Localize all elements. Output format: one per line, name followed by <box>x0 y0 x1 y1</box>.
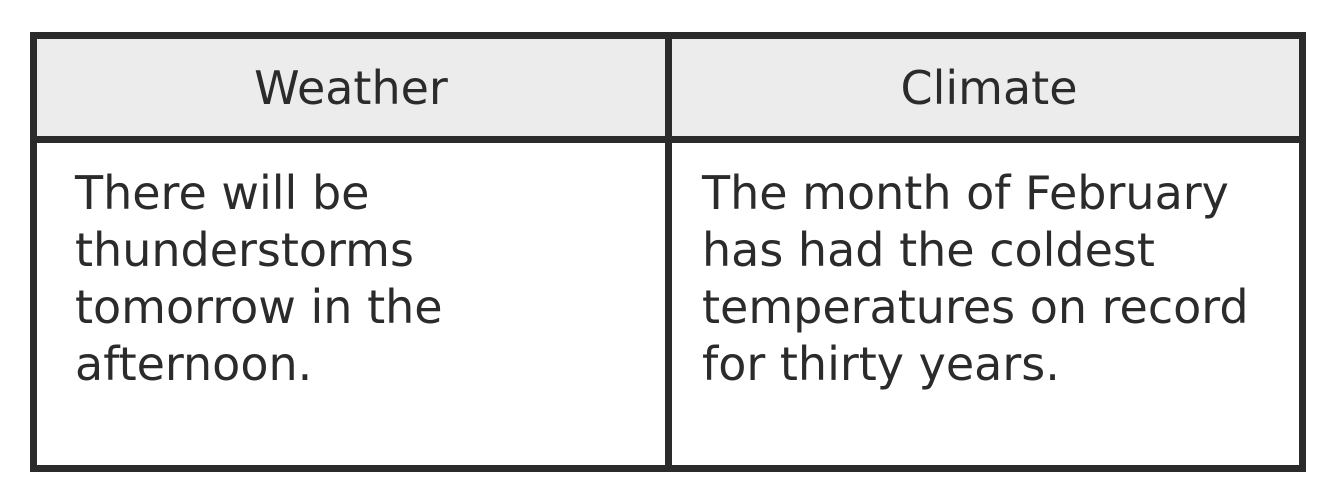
column-divider <box>665 39 672 465</box>
cell-climate-example: The month of February has had the coldes… <box>702 166 1249 391</box>
weather-climate-table: Weather Climate There will be thundersto… <box>30 32 1306 472</box>
cell-weather-example: There will be thunderstorms tomorrow in … <box>75 166 443 391</box>
header-climate: Climate <box>900 60 1078 115</box>
header-weather: Weather <box>254 60 448 115</box>
